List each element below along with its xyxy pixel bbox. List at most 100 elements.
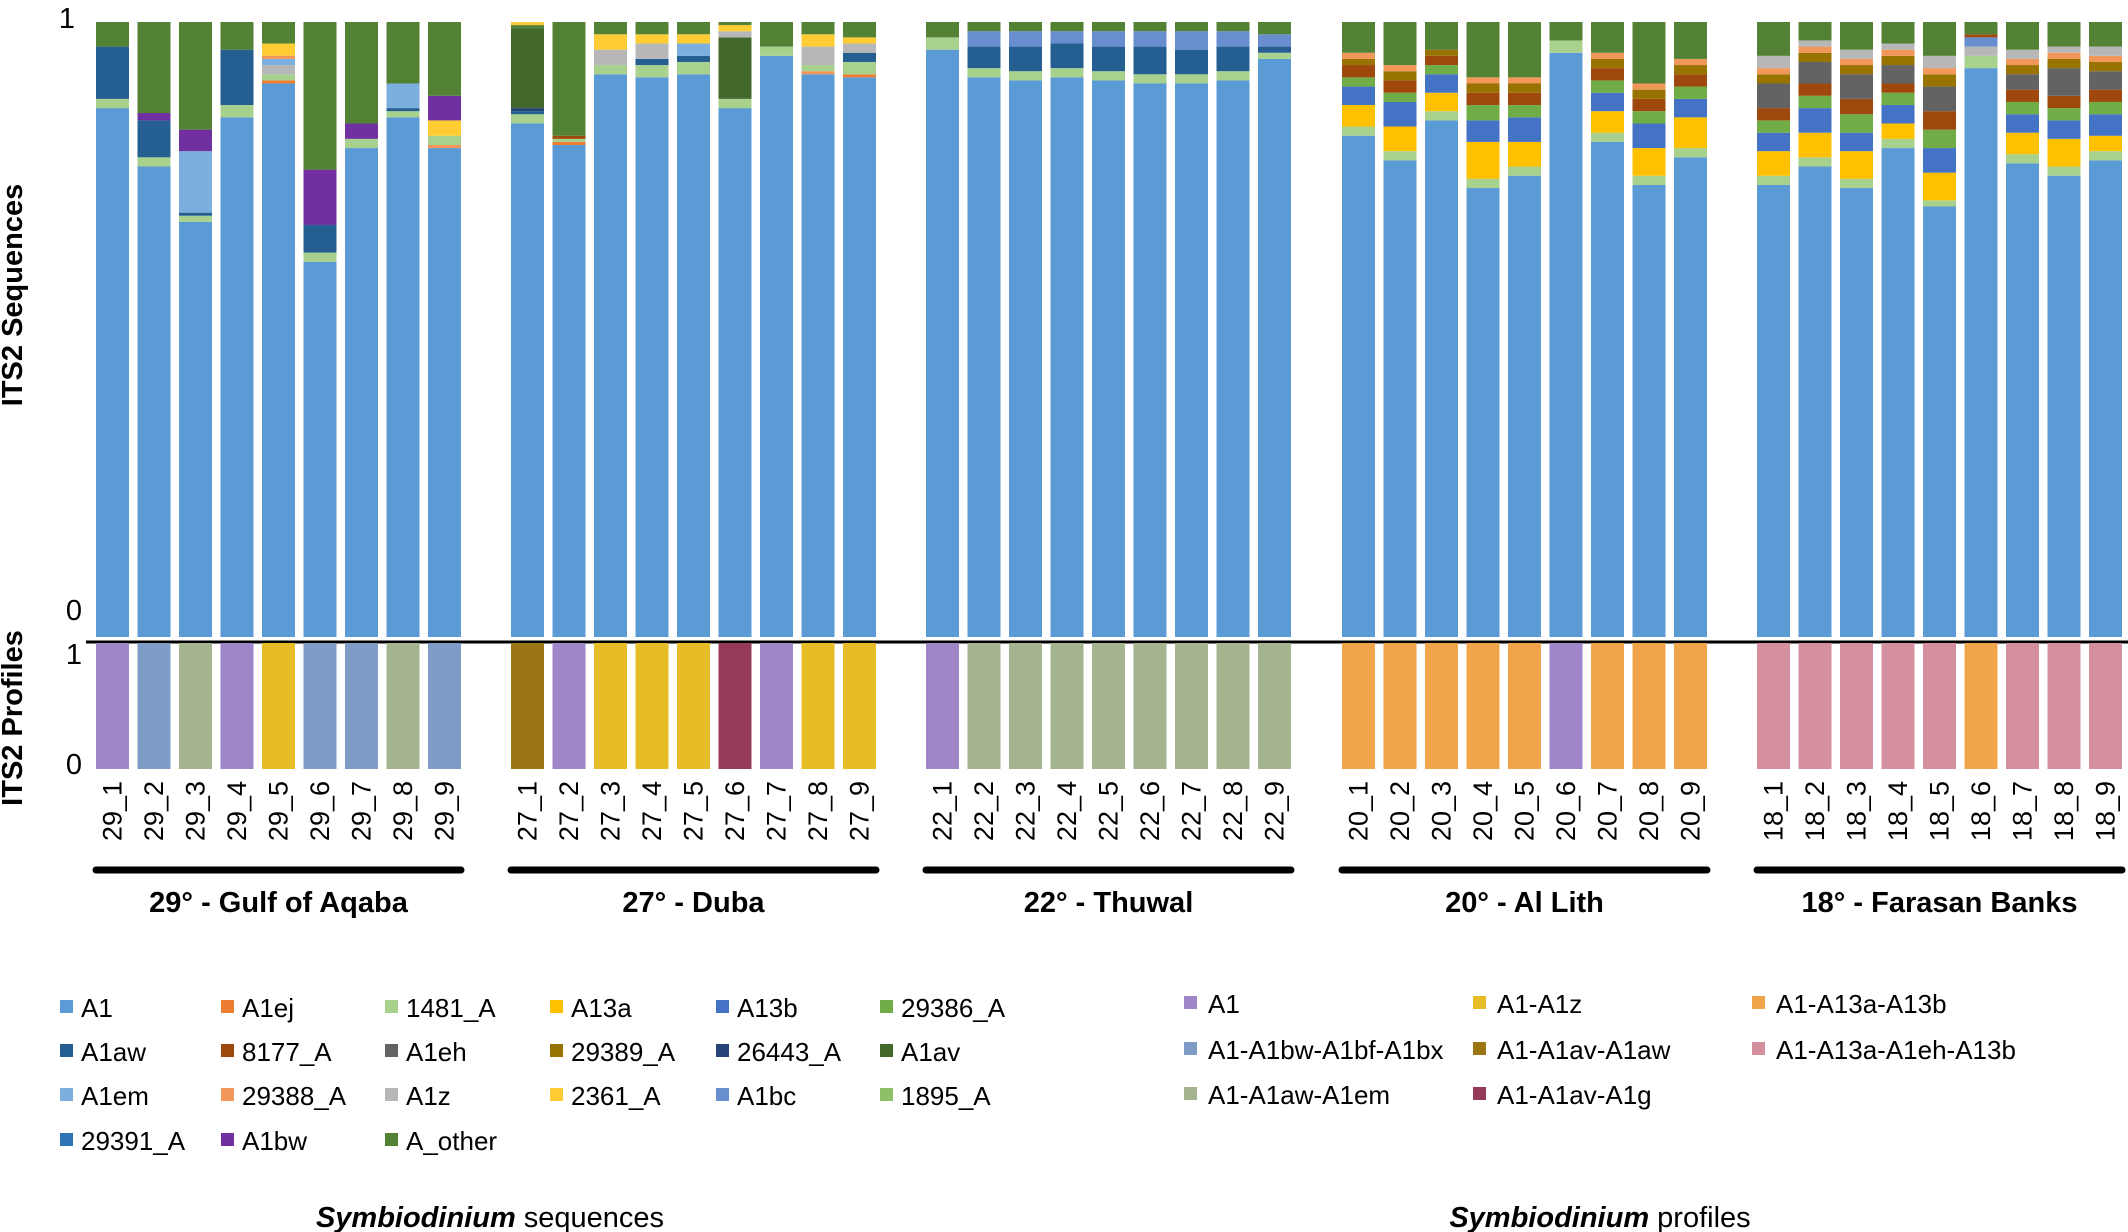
sample-label-18_9: 18_9 (2091, 781, 2121, 841)
profile-bar-27_6 (718, 643, 752, 769)
seq-segment-18_4-A1z (1881, 43, 1915, 50)
seq-segment-27_8-29388_A (801, 71, 835, 75)
seq-segment-22_2-A1bc (967, 31, 1001, 47)
legend-swatch-A1eh (385, 1044, 398, 1057)
seq-segment-20_7-A13b (1591, 92, 1624, 112)
seq-segment-18_8-29386_A (2047, 108, 2081, 121)
profile-bar-22_7 (1175, 643, 1208, 769)
seq-segment-18_3-1481_A (1840, 178, 1873, 189)
seq-segment-18_3-A13a (1840, 151, 1873, 179)
seq-segment-27_9-2361_A (843, 37, 876, 44)
seq-segment-27_1-A1aw (511, 111, 544, 115)
sample-label-29_7: 29_7 (347, 781, 377, 841)
seq-segment-20_4-1481_A (1466, 178, 1500, 189)
seq-segment-22_6-A1bc (1133, 31, 1167, 47)
prof-ytick-0: 0 (66, 749, 82, 781)
seq-segment-22_6-A1 (1133, 83, 1167, 637)
seq-segment-18_9-A1eh (2089, 71, 2122, 90)
sample-label-20_2: 20_2 (1385, 781, 1415, 841)
profile-legend-label-A1-A1av-A1aw: A1-A1av-A1aw (1497, 1035, 1671, 1065)
sample-label-29_6: 29_6 (305, 781, 335, 841)
seq-segment-20_7-29388_A (1591, 52, 1624, 59)
profile-bar-20_9 (1674, 643, 1707, 769)
legend-label-A1ej: A1ej (242, 993, 294, 1023)
seq-segment-20_2-A1 (1383, 160, 1417, 637)
seq-segment-18_5-A13b (1923, 148, 1956, 173)
seq-segment-18_8-A1eh (2047, 68, 2081, 96)
seq-segment-29_9-1481_A (428, 135, 461, 145)
seq-segment-29_3-A1bw (179, 129, 212, 152)
seq-segment-18_9-1481_A (2089, 151, 2122, 161)
seq-segment-18_4-A_other (1881, 22, 1915, 44)
profile-legend-label-A1-A1av-A1g: A1-A1av-A1g (1497, 1080, 1652, 1110)
seq-segment-20_3-29386_A (1425, 65, 1458, 75)
legend-swatch-A1av (880, 1044, 893, 1057)
seq-segment-18_9-29386_A (2089, 101, 2122, 115)
sample-label-27_3: 27_3 (596, 781, 626, 841)
seq-segment-22_2-A1 (967, 77, 1001, 638)
sample-label-27_8: 27_8 (803, 781, 833, 841)
sample-label-20_9: 20_9 (1676, 781, 1706, 841)
seq-segment-29_5-A1 (262, 83, 295, 637)
sample-label-27_6: 27_6 (720, 781, 750, 841)
seq-segment-20_1-29386_A (1342, 77, 1375, 87)
seq-segment-20_4-A_other (1466, 22, 1500, 78)
seq-segment-29_8-A_other (386, 22, 420, 84)
seq-segment-27_3-1481_A (594, 65, 627, 75)
seq-segment-27_3-A1 (594, 74, 627, 637)
seq-segment-18_3-A1 (1840, 188, 1873, 638)
prof-ytick-1: 1 (66, 639, 82, 671)
seq-segment-27_3-A1z (594, 49, 627, 66)
seq-axis-title: ITS2 Sequences (0, 184, 29, 406)
profile-bar-29_8 (386, 643, 420, 769)
seq-segment-20_5-8177_A (1508, 92, 1541, 106)
seq-segment-29_9-2361_A (428, 120, 461, 136)
seq-segment-18_4-A13b (1881, 105, 1915, 124)
seq-segment-29_5-A1z (262, 65, 295, 75)
seq-segment-22_5-A1 (1092, 80, 1125, 638)
seq-segment-18_5-1481_A (1923, 200, 1956, 207)
seq-segment-20_1-29388_A (1342, 52, 1375, 59)
profile-bar-27_3 (594, 643, 627, 769)
seq-segment-29_5-2361_A (262, 43, 295, 56)
legend-label-8177_A: 8177_A (242, 1037, 332, 1067)
seq-segment-27_2-A1 (552, 145, 586, 637)
seq-segment-18_9-A13a (2089, 135, 2122, 152)
prof-axis-title: ITS2 Profiles (0, 630, 29, 806)
seq-segment-20_8-A1 (1632, 184, 1666, 637)
seq-segment-20_9-A13a (1674, 117, 1707, 149)
seq-segment-18_8-A_other (2047, 22, 2081, 47)
seq-segment-18_3-8177_A (1840, 98, 1873, 115)
seq-segment-20_2-29386_A (1383, 92, 1417, 102)
seq-segment-27_8-2361_A (801, 34, 835, 47)
seq-segment-22_9-A1aw (1258, 46, 1291, 53)
seq-segment-18_2-A1eh (1798, 61, 1832, 84)
seq-segment-20_2-29388_A (1383, 65, 1417, 72)
sample-label-20_1: 20_1 (1344, 781, 1374, 841)
seq-segment-29_8-A1em (386, 83, 420, 109)
sample-label-29_3: 29_3 (181, 781, 211, 841)
seq-segment-27_6-A1 (718, 108, 752, 638)
seq-segment-27_5-A_other (677, 22, 710, 35)
seq-segment-18_8-A13b (2047, 120, 2081, 139)
seq-segment-29_3-1481_A (179, 215, 212, 222)
seq-segment-18_7-A1z (2006, 49, 2039, 59)
profile-bar-18_8 (2047, 643, 2081, 769)
profile-bar-22_9 (1258, 643, 1291, 769)
seq-segment-29_4-A1aw (220, 49, 254, 106)
profile-bar-20_3 (1425, 643, 1458, 769)
seq-segment-18_5-29389_A (1923, 74, 1956, 87)
seq-segment-20_7-1481_A (1591, 132, 1624, 142)
seq-segment-18_9-8177_A (2089, 89, 2122, 102)
seq-segment-27_3-A_other (594, 22, 627, 35)
sample-label-27_1: 27_1 (513, 781, 543, 841)
seq-segment-29_1-A1aw (96, 46, 129, 99)
sample-label-18_8: 18_8 (2049, 781, 2079, 841)
seq-segment-18_5-29388_A (1923, 68, 1956, 75)
sample-label-20_8: 20_8 (1634, 781, 1664, 841)
seq-segment-18_7-A13a (2006, 132, 2039, 155)
seq-segment-29_9-29388_A (428, 145, 461, 149)
seq-segment-18_8-8177_A (2047, 95, 2081, 109)
seq-segment-27_1-1481_A (511, 114, 544, 124)
seq-segment-18_4-A1 (1881, 148, 1915, 637)
